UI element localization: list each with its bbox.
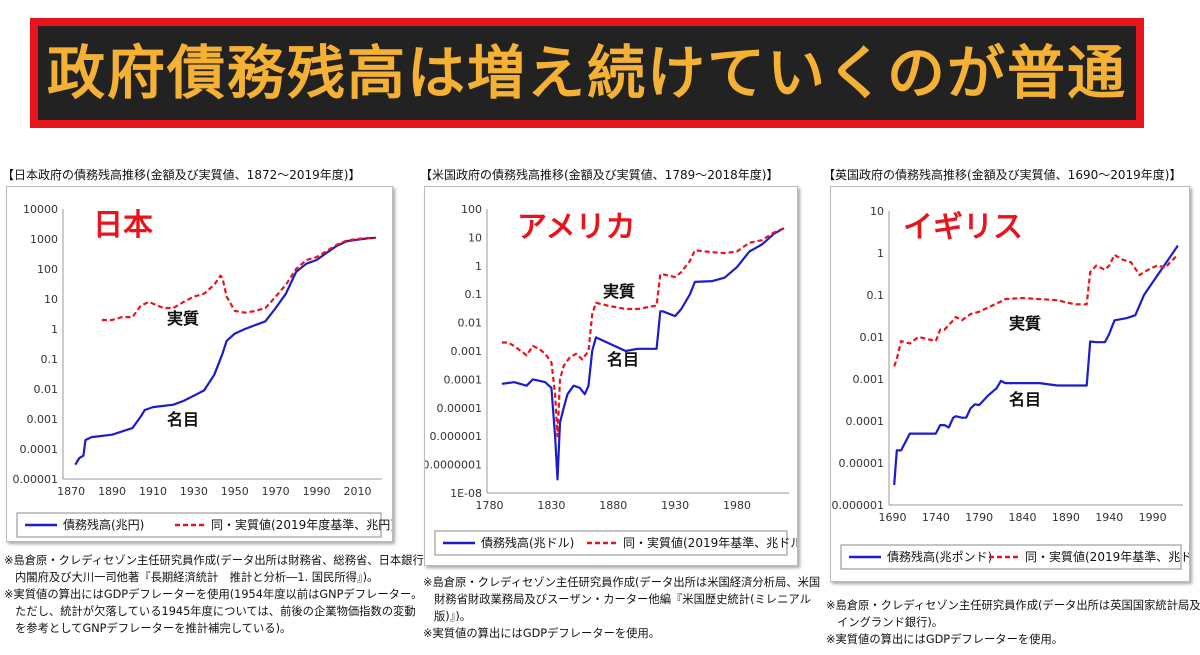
- x-tick-label: 1880: [599, 499, 627, 512]
- y-tick-label: 1: [51, 323, 58, 336]
- note-line: ただし、統計が欠落している1945年度については、前後の企業物価指数の変動: [15, 605, 416, 618]
- x-tick-label: 1950: [221, 485, 249, 498]
- y-tick-label: 10000: [23, 203, 58, 216]
- country-label: 日本: [93, 208, 153, 243]
- note-line: ※島倉原・クレディセゾン主任研究員作成(データ出所は米国経済分析局、米国: [423, 576, 821, 589]
- uk-notes: ※島倉原・クレディセゾン主任研究員作成(データ出所は英国国家統計局及び イングラ…: [826, 597, 1200, 648]
- x-tick-label: 1870: [57, 485, 85, 498]
- y-tick-label: 0.1: [867, 289, 885, 302]
- real-annotation: 実質: [603, 282, 635, 301]
- y-tick-label: 0.01: [860, 331, 885, 344]
- x-tick-label: 1930: [661, 499, 689, 512]
- real-series-line: [501, 227, 785, 438]
- y-tick-label: 0.000001: [430, 430, 483, 443]
- x-tick-label: 1940: [1095, 511, 1123, 524]
- x-tick-label: 1910: [139, 485, 167, 498]
- x-tick-label: 1980: [723, 499, 751, 512]
- x-tick-label: 1740: [922, 511, 950, 524]
- note-line: ※島倉原・クレディセゾン主任研究員作成(データ出所は英国国家統計局及び: [826, 599, 1200, 612]
- usa-chart-svg: 100 10 1 0.1 0.01 0.001 0.0001 0.00001 0.000001 0…: [425, 203, 797, 556]
- japan-chart-svg: 10000 1000 100 10 1 0.1 0.01 0.001 0.0001 0.00001…: [13, 203, 392, 538]
- uk-chart: 10 1 0.1 0.01 0.001 0.0001 0.00001 0.000001 1690…: [830, 186, 1190, 582]
- x-tick-label: 1890: [98, 485, 126, 498]
- note-line: 内閣府及び大川一司他著『長期経済統計 推計と分析―1. 国民所得』)。: [15, 571, 379, 584]
- x-tick-label: 2010: [343, 485, 371, 498]
- legend-real-label: 同・実質値(2019年基準、兆ドル): [1025, 549, 1189, 564]
- country-label: イギリス: [903, 210, 1023, 245]
- x-tick-label: 1840: [1009, 511, 1037, 524]
- nominal-series-line: [74, 236, 376, 466]
- note-line: ※実質値の算出にはGDPデフレーターを使用(1954年度以前はGNPデフレーター…: [4, 588, 423, 601]
- y-tick-label: 0.001: [451, 345, 483, 358]
- note-line: ※実質値の算出にはGDPデフレーターを使用。: [826, 633, 1064, 646]
- legend-real-label: 同・実質値(2019年度基準、兆円): [211, 517, 392, 532]
- y-tick-label: 0.001: [853, 373, 885, 386]
- y-tick-label: 0.1: [41, 353, 59, 366]
- y-tick-label: 0.01: [458, 317, 483, 330]
- note-line: 版)』)。: [434, 610, 472, 623]
- y-tick-label: 0.1: [465, 288, 483, 301]
- y-tick-label: 10: [44, 293, 58, 306]
- real-annotation: 実質: [1009, 314, 1041, 333]
- y-tick-label: 10: [468, 231, 482, 244]
- y-tick-label: 1E-08: [450, 487, 482, 500]
- nominal-annotation: 名目: [167, 410, 199, 429]
- nominal-series-line: [893, 244, 1179, 486]
- japan-caption: 【日本政府の債務残高推移(金額及び実質値、1872〜2019年度)】: [2, 168, 361, 182]
- note-line: を参考としてGNPデフレーターを推計補完している)。: [15, 622, 292, 635]
- y-tick-label: 0.000001: [832, 499, 885, 512]
- note-line: ※実質値の算出にはGDPデフレーターを使用。: [423, 627, 661, 640]
- nominal-annotation: 名目: [607, 350, 639, 369]
- country-label: アメリカ: [517, 210, 636, 245]
- y-tick-label: 0.00001: [437, 402, 483, 415]
- note-line: 財務省財政業務局及びスーザン・カーター他編『米国歴史統計(ミレニアル: [434, 593, 811, 606]
- y-tick-label: 100: [37, 263, 58, 276]
- y-tick-label: 0.001: [27, 413, 59, 426]
- real-series-line: [893, 253, 1179, 367]
- y-tick-label: 0.0001: [444, 373, 483, 386]
- x-tick-label: 1830: [537, 499, 565, 512]
- legend-nominal-label: 債務残高(兆円): [63, 517, 144, 532]
- y-tick-label: 0.0001: [20, 443, 59, 456]
- real-annotation: 実質: [167, 309, 199, 328]
- y-tick-label: 100: [461, 203, 482, 216]
- x-tick-label: 1690: [878, 511, 906, 524]
- y-tick-label: 0.01: [34, 383, 59, 396]
- uk-caption: 【英国政府の債務残高推移(金額及び実質値、1690〜2019年度)】: [823, 168, 1182, 182]
- real-series-line: [101, 236, 376, 322]
- y-tick-label: 0.00001: [839, 457, 885, 470]
- x-tick-label: 1780: [475, 499, 503, 512]
- y-tick-label: 10: [870, 205, 884, 218]
- x-tick-label: 1970: [262, 485, 290, 498]
- japan-notes: ※島倉原・クレディセゾン主任研究員作成(データ出所は財務省、総務省、日本銀行、 …: [4, 552, 435, 637]
- legend-nominal-label: 債務残高(兆ドル): [481, 535, 574, 550]
- y-tick-label: 1000: [30, 233, 58, 246]
- usa-caption: 【米国政府の債務残高推移(金額及び実質値、1789〜2018年度)】: [420, 168, 779, 182]
- y-tick-label: 0.00001: [13, 473, 59, 486]
- y-tick-label: 1: [475, 260, 482, 273]
- title-banner: 政府債務残高は増え続けていくのが普通: [30, 18, 1144, 128]
- x-tick-label: 1990: [1139, 511, 1167, 524]
- x-tick-label: 1790: [965, 511, 993, 524]
- nominal-annotation: 名目: [1009, 390, 1041, 409]
- y-tick-label: 0.0000001: [425, 459, 482, 472]
- x-tick-label: 1990: [303, 485, 331, 498]
- japan-chart: 10000 1000 100 10 1 0.1 0.01 0.001 0.0001 0.00001…: [6, 186, 393, 542]
- y-tick-label: 1: [877, 247, 884, 260]
- usa-notes: ※島倉原・クレディセゾン主任研究員作成(データ出所は米国経済分析局、米国 財務省…: [423, 574, 820, 642]
- nominal-series-line: [501, 227, 785, 481]
- usa-chart: 100 10 1 0.1 0.01 0.001 0.0001 0.00001 0.000001 0…: [424, 186, 798, 566]
- note-line: ※島倉原・クレディセゾン主任研究員作成(データ出所は財務省、総務省、日本銀行、: [4, 554, 436, 567]
- uk-chart-svg: 10 1 0.1 0.01 0.001 0.0001 0.00001 0.0000011690…: [832, 205, 1189, 570]
- banner-title: 政府債務残高は増え続けていくのが普通: [46, 39, 1127, 107]
- note-line: イングランド銀行)。: [837, 616, 944, 629]
- y-tick-label: 0.0001: [846, 415, 885, 428]
- legend-nominal-label: 債務残高(兆ポンド): [887, 549, 992, 564]
- legend-real-label: 同・実質値(2019年基準、兆ドル): [623, 535, 797, 550]
- legend-box: [840, 544, 1182, 570]
- x-tick-label: 1930: [180, 485, 208, 498]
- x-tick-label: 1890: [1052, 511, 1080, 524]
